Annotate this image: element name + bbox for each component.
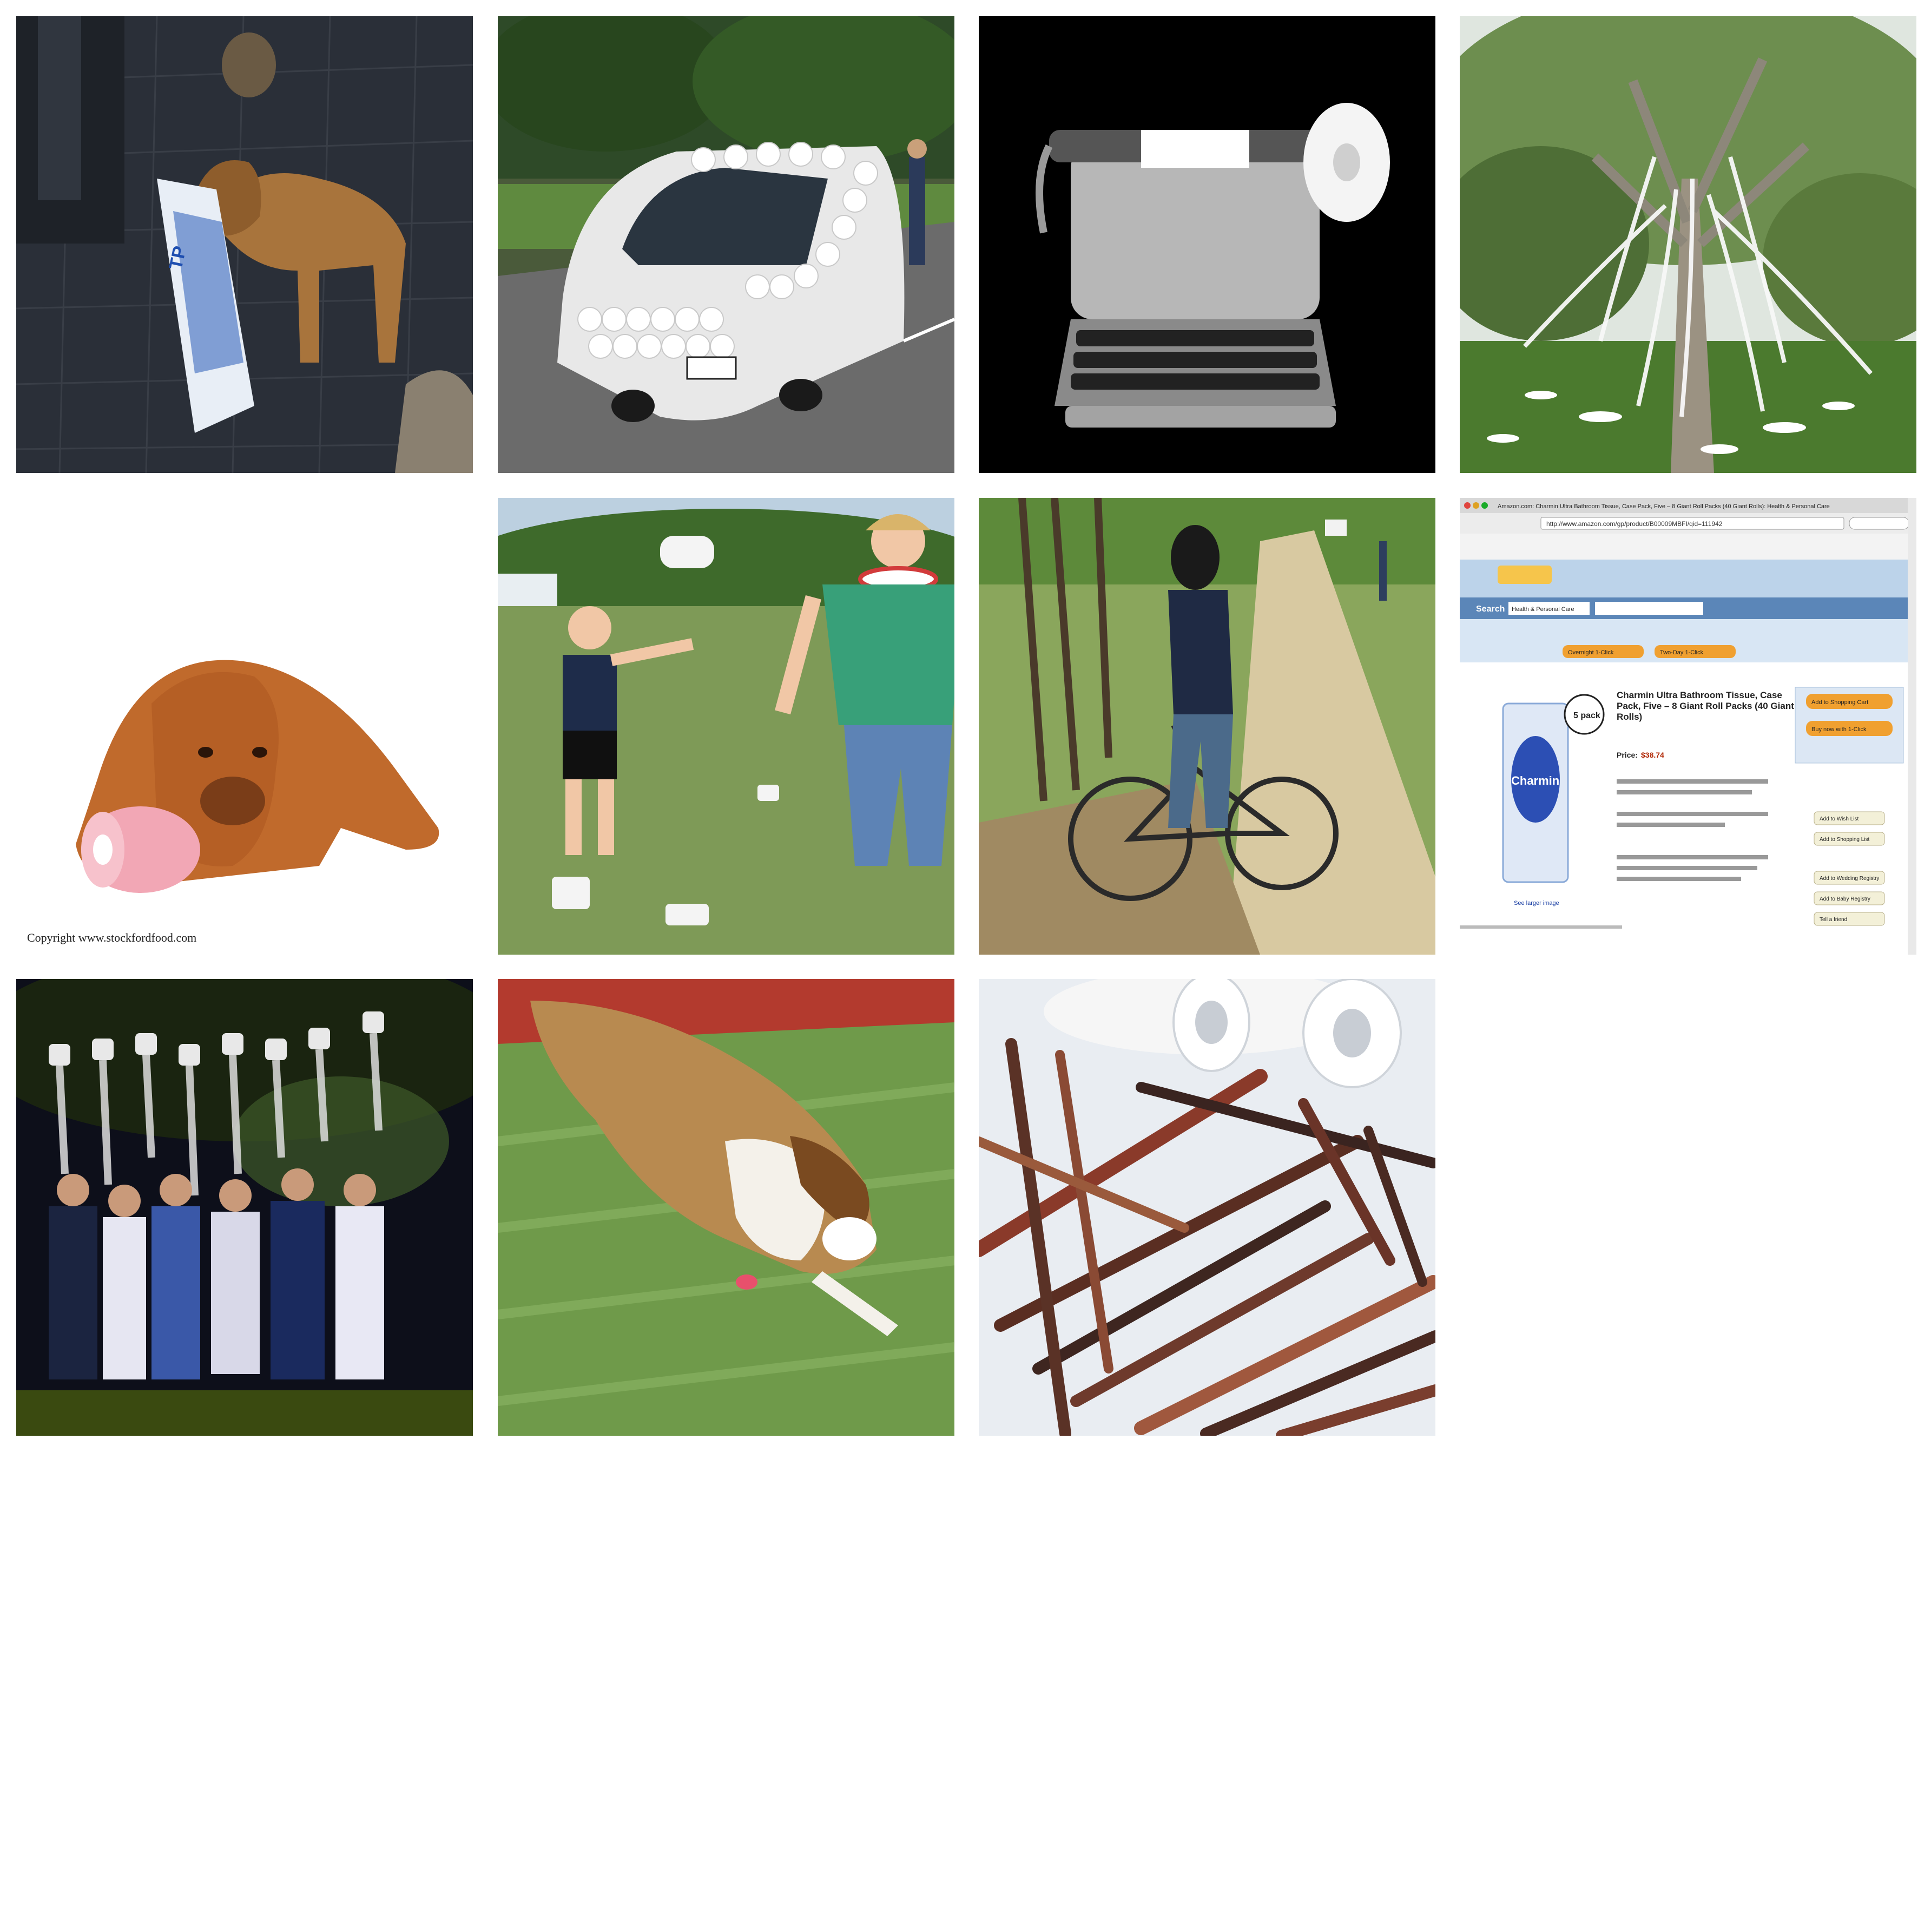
brand-logo-text: Charmin [1511,774,1559,787]
photo-child-and-woman-throwing-rolls [498,498,954,955]
crowd-illustration [16,979,473,1436]
woman-figure [775,514,954,866]
photo-crowd-holding-rolls [16,979,473,1436]
photo-typewriter-with-roll [979,16,1435,473]
photo-tree-with-toilet-paper [1460,16,1916,473]
add-to-cart-button[interactable]: Add to Shopping Cart [1811,699,1868,706]
photo-van-covered-in-rolls [498,16,954,473]
buy-now-button[interactable]: Buy now with 1-Click [1811,726,1867,733]
price-value: $38.74 [1641,751,1664,759]
van-illustration [498,16,954,473]
typewriter-illustration [979,16,1435,473]
collie-illustration [498,979,954,1436]
svg-text:TP: TP [166,244,190,271]
add-to-baby-registry-button[interactable]: Add to Baby Registry [1820,896,1870,902]
add-to-wedding-registry-button[interactable]: Add to Wedding Registry [1820,876,1879,882]
shipping-overnight-button[interactable]: Overnight 1-Click [1568,649,1614,656]
field-toss-illustration [498,498,954,955]
add-to-shopping-list-button[interactable]: Add to Shopping List [1820,837,1870,843]
search-category[interactable]: Health & Personal Care [1512,606,1574,613]
crowd-figures [49,1168,384,1379]
sticks-illustration [979,979,1435,1436]
child-figure [563,606,694,855]
pack-badge: 5 pack [1573,711,1600,720]
add-to-wish-list-button[interactable]: Add to Wish List [1820,816,1858,822]
tell-a-friend-button[interactable]: Tell a friend [1820,917,1847,923]
window-title: Amazon.com: Charmin Ultra Bathroom Tissu… [1498,503,1830,510]
screenshot-amazon-product-page: Amazon.com: Charmin Ultra Bathroom Tissu… [1460,498,1916,955]
man-figure [1168,525,1233,828]
photo-man-with-bicycle [979,498,1435,955]
amazon-page-illustration: Amazon.com: Charmin Ultra Bathroom Tissu… [1460,498,1916,955]
watermark-text: Copyright www.stockfordfood.com [27,931,196,944]
photo-wooden-sticks-and-rolls [979,979,1435,1436]
product-image: Charmin 5 pack [1502,694,1605,883]
tree-illustration [1460,16,1916,473]
dog-pack-illustration: TP [16,16,473,473]
bicycle-illustration [979,498,1435,955]
photo-mastiff-with-pink-roll: Copyright www.stockfordfood.com [16,498,473,955]
photo-dog-with-toilet-paper-pack: TP [16,16,473,473]
price-label: Price: [1617,751,1638,759]
photo-collie-running-with-roll [498,979,954,1436]
search-label: Search [1476,604,1505,614]
mastiff-illustration: Copyright www.stockfordfood.com [16,498,473,955]
see-larger-image-link[interactable]: See larger image [1514,900,1559,906]
shipping-two-day-button[interactable]: Two-Day 1-Click [1660,649,1704,656]
product-title: Charmin Ultra Bathroom Tissue, Case Pack… [1617,690,1794,722]
url-field[interactable]: http://www.amazon.com/gp/product/B00009M… [1546,520,1723,528]
